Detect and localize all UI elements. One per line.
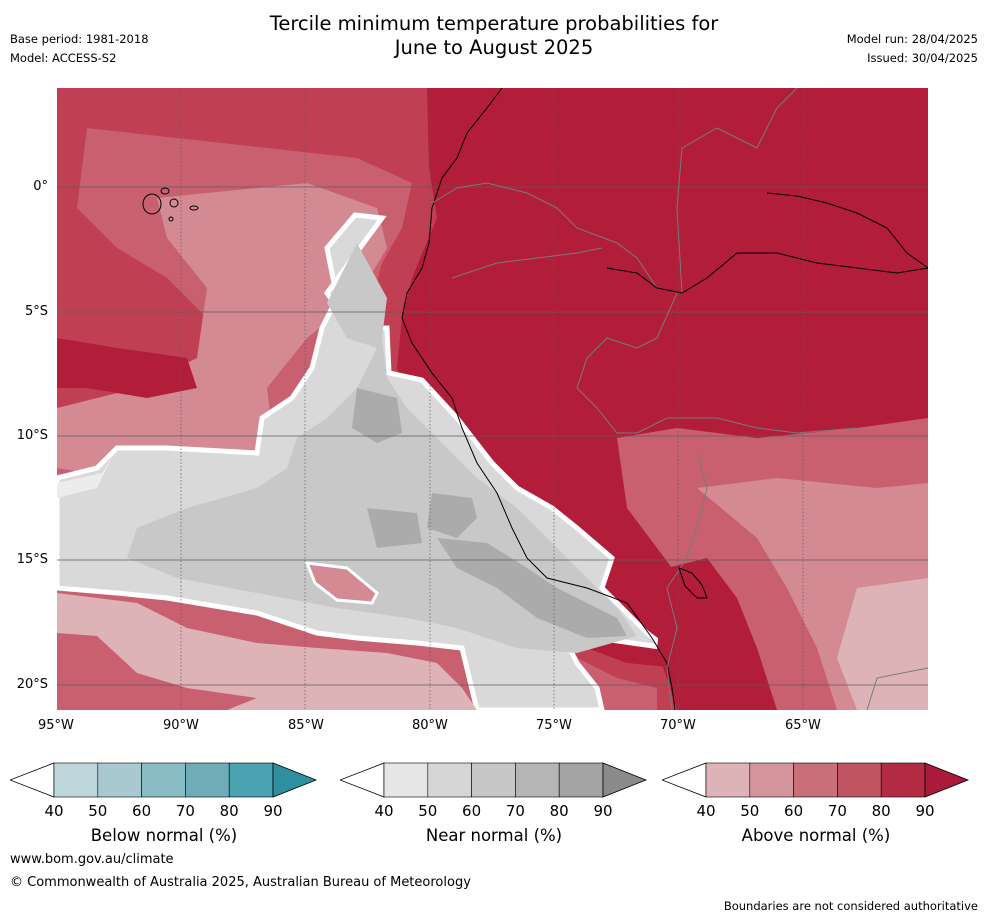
- title-line-2: June to August 2025: [394, 36, 594, 59]
- country-borders: [431, 88, 928, 710]
- colorbar-below-tick-label: 60: [132, 802, 152, 820]
- lat-label-20s: 20°S: [16, 677, 48, 692]
- colorbar-below-normal: 40 50 60 70 80 90 Below normal (%): [8, 762, 318, 852]
- colorbar-near-tick-label: 50: [418, 802, 438, 820]
- lat-label-10s: 10°S: [16, 428, 48, 443]
- colorbar-below-swatch-0: [53, 762, 99, 798]
- colorbar-below-swatch-4: [228, 762, 274, 798]
- colorbar-below-max-arrow: [272, 762, 318, 798]
- colorbar-near-title: Near normal (%): [425, 826, 563, 845]
- lake-titicaca: [678, 567, 708, 599]
- lat-label-5s: 5°S: [24, 304, 48, 319]
- colorbar-near-swatch-2: [471, 762, 516, 798]
- probability-map: [57, 88, 928, 710]
- galapagos-islands: [142, 187, 199, 222]
- lon-label-70w: 70°W: [660, 718, 696, 733]
- colorbar-below-swatches: [8, 762, 318, 798]
- colorbar-above-normal: 40 50 60 70 80 90 Above normal (%): [660, 762, 970, 852]
- lon-label-90w: 90°W: [163, 718, 199, 733]
- colorbar-below-tick-label: 70: [175, 802, 195, 820]
- colorbar-near-tick-label: 70: [505, 802, 525, 820]
- amazon-river: [606, 192, 928, 294]
- colorbar-below-tick-label: 80: [219, 802, 239, 820]
- coastline: [401, 88, 676, 710]
- colorbar-below-swatch-3: [185, 762, 230, 798]
- lat-label-15s: 15°S: [16, 552, 48, 567]
- colorbar-above-max-arrow: [924, 762, 970, 798]
- white-band-west: [57, 458, 112, 498]
- near-normal-70-patch: [352, 388, 402, 443]
- near-normal-60-region: [127, 243, 637, 653]
- colorbar-below-tick-label: 40: [44, 802, 64, 820]
- colorbar-near-tick-label: 90: [593, 802, 613, 820]
- colorbar-above-tick-label: 90: [915, 802, 935, 820]
- ocean-above-60-region: [57, 183, 387, 488]
- colorbar-above-swatch-0: [705, 762, 751, 798]
- near-normal-70-patch-2: [427, 493, 477, 538]
- above-60-inclusion: [304, 561, 379, 605]
- lat-label-0: 0°: [33, 179, 48, 194]
- near-normal-70-patch-4: [367, 508, 422, 548]
- model-run-label: Model run: 28/04/2025: [846, 32, 978, 46]
- colorbar-above-swatch-3: [837, 762, 882, 798]
- colorbar-below-swatch-2: [141, 762, 186, 798]
- south-above-70-band: [57, 633, 257, 710]
- colorbar-near-tick-label: 60: [462, 802, 482, 820]
- lon-label-80w: 80°W: [412, 718, 448, 733]
- colorbar-near-min-arrow: [338, 762, 385, 798]
- colorbar-above-min-arrow: [660, 762, 707, 798]
- ocean-above-90-patch-west: [57, 338, 197, 398]
- lon-label-95w: 95°W: [38, 718, 74, 733]
- graticule: [57, 88, 928, 710]
- title-line-1: Tercile minimum temperature probabilitie…: [269, 12, 719, 35]
- bolivia-above-50-region: [837, 578, 928, 710]
- colorbar-above-title: Above normal (%): [741, 826, 891, 845]
- colorbar-near-swatches: [338, 762, 648, 798]
- colorbar-near-swatch-4: [558, 762, 604, 798]
- colorbar-near-normal: 40 50 60 70 80 90 Near normal (%): [338, 762, 648, 852]
- colorbar-near-swatch-3: [515, 762, 560, 798]
- model-label: Model: ACCESS-S2: [10, 51, 117, 65]
- lon-label-65w: 65°W: [785, 718, 821, 733]
- altiplano-above-90-region: [657, 558, 777, 710]
- lon-label-75w: 75°W: [536, 718, 572, 733]
- copyright-notice: © Commonwealth of Australia 2025, Austra…: [10, 875, 471, 890]
- colorbar-near-swatch-1: [427, 762, 472, 798]
- colorbar-near-max-arrow: [602, 762, 648, 798]
- colorbar-above-tick-label: 50: [740, 802, 760, 820]
- colorbar-above-swatch-1: [749, 762, 794, 798]
- colorbar-below-title: Below normal (%): [90, 826, 238, 845]
- lon-label-85w: 85°W: [288, 718, 324, 733]
- colorbar-below-min-arrow: [8, 762, 55, 798]
- issued-label: Issued: 30/04/2025: [867, 51, 978, 65]
- map-title: Tercile minimum temperature probabilitie…: [0, 12, 988, 60]
- website-link[interactable]: www.bom.gov.au/climate: [10, 852, 174, 867]
- colorbar-above-swatch-2: [793, 762, 838, 798]
- colorbar-below-swatch-1: [97, 762, 142, 798]
- colorbar-above-swatches: [660, 762, 970, 798]
- colorbar-near-swatch-0: [383, 762, 429, 798]
- colorbar-above-tick-label: 80: [871, 802, 891, 820]
- colorbar-above-tick-label: 70: [827, 802, 847, 820]
- colorbar-above-swatch-4: [880, 762, 926, 798]
- boundaries-disclaimer: Boundaries are not considered authoritat…: [723, 899, 978, 913]
- base-period-label: Base period: 1981-2018: [10, 32, 149, 46]
- colorbar-above-tick-label: 40: [696, 802, 716, 820]
- colorbar-below-tick-label: 50: [88, 802, 108, 820]
- colorbar-near-tick-label: 80: [549, 802, 569, 820]
- near-normal-70-patch-3: [437, 538, 627, 638]
- colorbar-near-tick-label: 40: [374, 802, 394, 820]
- colorbar-below-tick-label: 90: [263, 802, 283, 820]
- colorbar-above-tick-label: 60: [784, 802, 804, 820]
